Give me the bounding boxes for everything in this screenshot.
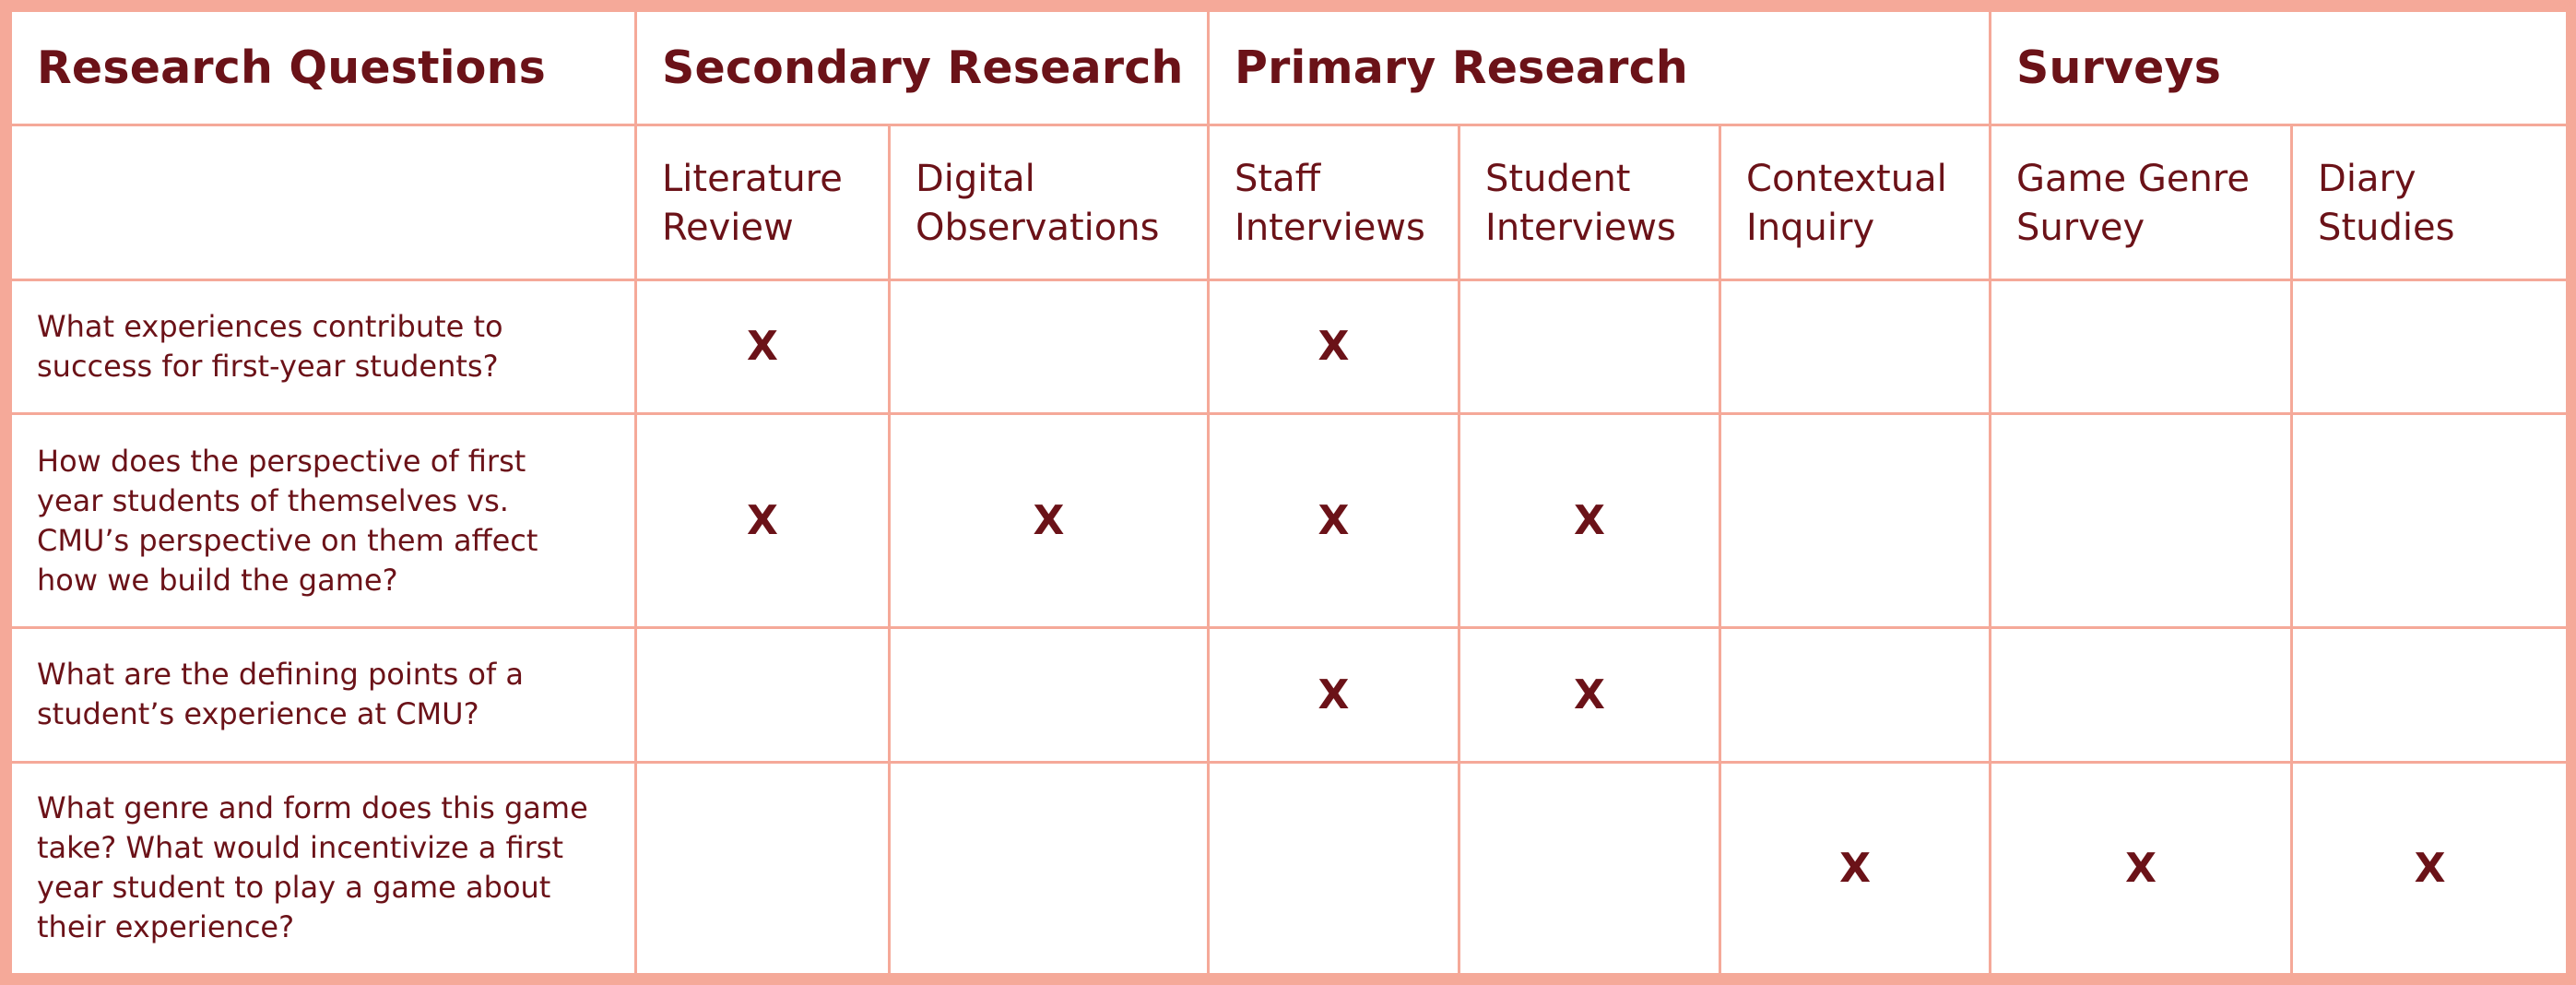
mark-cell (1989, 411, 2294, 630)
mark-cell: X (1719, 760, 1992, 977)
question-row: What genre and form does this game take? … (9, 760, 2570, 977)
mark-cell (634, 626, 891, 764)
method-diary-studies: Diary Studies (2290, 124, 2570, 281)
question-row: How does the perspective of first year st… (9, 411, 2570, 630)
mark-cell: X (1207, 278, 1461, 415)
mark-cell (1719, 411, 1992, 630)
mark-cell (1719, 278, 1992, 415)
mark-cell: X (1458, 411, 1722, 630)
mark-cell: X (634, 411, 891, 630)
method-staff-interviews: Staff Interviews (1207, 124, 1461, 281)
question-text: What are the defining points of a student… (9, 626, 637, 764)
mark-cell: X (1207, 626, 1461, 764)
header-surveys: Surveys (1989, 8, 2570, 127)
header-primary-research: Primary Research (1207, 8, 1992, 127)
mark-cell (1989, 278, 2294, 415)
question-row: What experiences contribute to success fo… (9, 278, 2570, 415)
question-row: What are the defining points of a student… (9, 626, 2570, 764)
mark-cell: X (2290, 760, 2570, 977)
mark-cell (634, 760, 891, 977)
method-student-interviews: Student Interviews (1458, 124, 1722, 281)
mark-cell (2290, 626, 2570, 764)
question-text: What experiences contribute to success fo… (9, 278, 637, 415)
mark-cell (1719, 626, 1992, 764)
mark-cell: X (1458, 626, 1722, 764)
group-header-row: Research Questions Secondary Research Pr… (9, 8, 2570, 127)
mark-cell (1458, 278, 1722, 415)
mark-cell (2290, 411, 2570, 630)
mark-cell: X (634, 278, 891, 415)
research-methods-matrix: Research Questions Secondary Research Pr… (9, 8, 2570, 977)
mark-cell (887, 760, 1211, 977)
method-literature-review: Literature Review (634, 124, 891, 281)
mark-cell (887, 278, 1211, 415)
mark-cell (2290, 278, 2570, 415)
question-text: What genre and form does this game take? … (9, 760, 637, 977)
method-contextual-inquiry: Contextual Inquiry (1719, 124, 1992, 281)
mark-cell: X (887, 411, 1211, 630)
mark-cell (1207, 760, 1461, 977)
header-research-questions: Research Questions (9, 8, 637, 127)
mark-cell: X (1989, 760, 2294, 977)
method-header-row: Literature Review Digital Observations Sta… (9, 124, 2570, 281)
mark-cell: X (1207, 411, 1461, 630)
mark-cell (1989, 626, 2294, 764)
mark-cell (887, 626, 1211, 764)
method-game-genre-survey: Game Genre Survey (1989, 124, 2294, 281)
method-header-blank (9, 124, 637, 281)
method-digital-observations: Digital Observations (887, 124, 1211, 281)
mark-cell (1458, 760, 1722, 977)
header-secondary-research: Secondary Research (633, 8, 1211, 127)
question-text: How does the perspective of first year st… (9, 411, 637, 630)
